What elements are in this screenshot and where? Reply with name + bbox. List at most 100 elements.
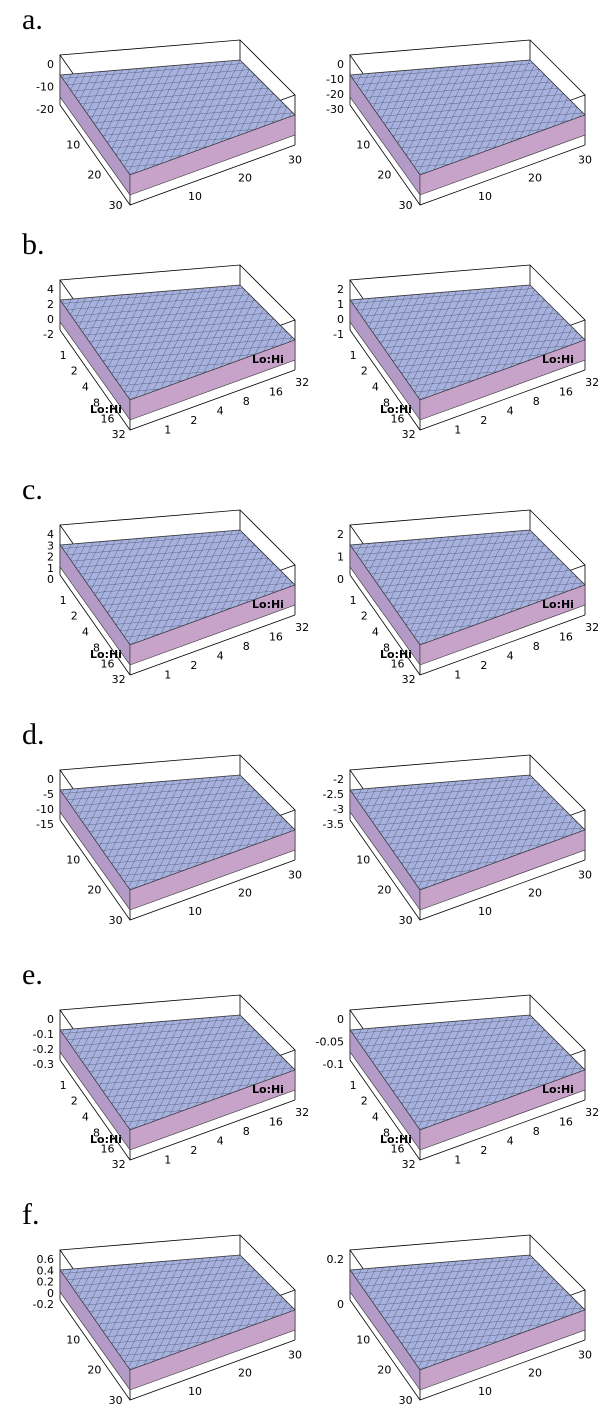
z-tick-label: 0.4 [37, 1264, 55, 1277]
y-tick-label: 30 [578, 153, 592, 166]
x-tick-label: 30 [109, 199, 123, 212]
x-tick-label: 32 [112, 1158, 126, 1171]
x-tick-label: 1 [350, 594, 357, 607]
x-tick-label: 20 [377, 1364, 391, 1377]
z-tick-label: 0 [47, 773, 54, 786]
x-tick-label: 16 [101, 657, 115, 670]
x-tick-label: 20 [87, 169, 101, 182]
y-tick-label: 4 [217, 1134, 224, 1147]
y-tick-label: 4 [507, 404, 514, 417]
x-axis-label: Lo:Hi [90, 1133, 122, 1146]
y-tick-label: 16 [269, 630, 283, 643]
y-tick-label: 8 [533, 1125, 540, 1138]
x-tick-label: 30 [399, 1394, 413, 1407]
x-tick-label: 32 [112, 673, 126, 686]
y-tick-label: 10 [188, 190, 202, 203]
y-tick-label: 30 [288, 153, 302, 166]
z-tick-label: 2 [47, 551, 54, 564]
y-tick-label: 32 [585, 376, 599, 389]
y-tick-label: 16 [559, 385, 573, 398]
y-axis-label: Lo:Hi [542, 598, 574, 611]
z-tick-label: 3 [47, 539, 54, 552]
y-tick-label: 1 [454, 423, 461, 436]
y-tick-label: 2 [190, 414, 197, 427]
z-tick-label: 0 [47, 1013, 54, 1026]
z-tick-label: -2.5 [323, 788, 344, 801]
panel-label: f. [22, 1198, 40, 1231]
x-tick-label: 30 [109, 914, 123, 927]
z-tick-label: -1 [333, 328, 344, 341]
y-tick-label: 16 [269, 1115, 283, 1128]
y-tick-label: 2 [190, 1144, 197, 1157]
x-tick-label: 4 [372, 381, 379, 394]
y-tick-label: 16 [269, 385, 283, 398]
y-tick-label: 10 [188, 1385, 202, 1398]
z-tick-label: -10 [326, 73, 344, 86]
z-tick-label: -5 [43, 788, 54, 801]
x-tick-label: 8 [383, 396, 390, 409]
x-tick-label: 1 [60, 1079, 67, 1092]
x-tick-label: 10 [356, 138, 370, 151]
x-tick-label: 2 [361, 610, 368, 623]
x-axis-label: Lo:Hi [90, 648, 122, 661]
y-tick-label: 20 [528, 1367, 542, 1380]
y-tick-label: 1 [164, 668, 171, 681]
z-tick-label: 0 [337, 573, 344, 586]
z-tick-label: -20 [36, 103, 54, 116]
x-tick-label: 20 [377, 169, 391, 182]
x-tick-label: 10 [66, 853, 80, 866]
z-tick-label: -20 [326, 88, 344, 101]
y-tick-label: 8 [533, 395, 540, 408]
z-tick-label: 0 [337, 313, 344, 326]
x-tick-label: 32 [402, 428, 416, 441]
x-tick-label: 20 [87, 1364, 101, 1377]
x-tick-label: 8 [93, 396, 100, 409]
y-tick-label: 8 [243, 640, 250, 653]
x-tick-label: 32 [402, 673, 416, 686]
x-tick-label: 8 [93, 641, 100, 654]
x-tick-label: 2 [71, 365, 78, 378]
x-tick-label: 2 [361, 1095, 368, 1108]
z-tick-label: -0.1 [33, 1028, 54, 1041]
y-tick-label: 10 [478, 1385, 492, 1398]
x-tick-label: 1 [60, 594, 67, 607]
panel-label: c. [22, 473, 43, 506]
z-tick-label: 2 [47, 298, 54, 311]
y-tick-label: 20 [238, 1367, 252, 1380]
x-tick-label: 30 [399, 199, 413, 212]
z-tick-label: -2 [333, 773, 344, 786]
y-axis-label: Lo:Hi [542, 353, 574, 366]
x-tick-label: 10 [66, 138, 80, 151]
x-tick-label: 1 [350, 349, 357, 362]
x-tick-label: 4 [372, 626, 379, 639]
y-tick-label: 32 [295, 621, 309, 634]
y-tick-label: 4 [217, 404, 224, 417]
x-tick-label: 20 [87, 884, 101, 897]
y-tick-label: 1 [164, 423, 171, 436]
z-tick-label: 2 [337, 283, 344, 296]
x-tick-label: 4 [372, 1111, 379, 1124]
y-tick-label: 20 [528, 887, 542, 900]
x-tick-label: 8 [383, 641, 390, 654]
y-tick-label: 1 [454, 668, 461, 681]
z-tick-label: 1 [337, 551, 344, 564]
x-tick-label: 4 [82, 1111, 89, 1124]
x-tick-label: 2 [361, 365, 368, 378]
z-tick-label: -0.3 [33, 1058, 54, 1071]
z-tick-label: 0 [47, 313, 54, 326]
z-tick-label: -15 [36, 818, 54, 831]
y-tick-label: 20 [528, 172, 542, 185]
z-tick-label: 1 [337, 298, 344, 311]
y-tick-label: 16 [559, 630, 573, 643]
panel-label: e. [22, 958, 43, 991]
y-tick-label: 32 [585, 621, 599, 634]
y-axis-label: Lo:Hi [542, 1083, 574, 1096]
z-tick-label: 0 [337, 58, 344, 71]
z-tick-label: 0.6 [37, 1253, 55, 1266]
x-tick-label: 16 [391, 657, 405, 670]
y-tick-label: 32 [295, 376, 309, 389]
y-tick-label: 8 [243, 395, 250, 408]
z-tick-label: 2 [337, 528, 344, 541]
x-tick-label: 8 [383, 1126, 390, 1139]
x-tick-label: 8 [93, 1126, 100, 1139]
